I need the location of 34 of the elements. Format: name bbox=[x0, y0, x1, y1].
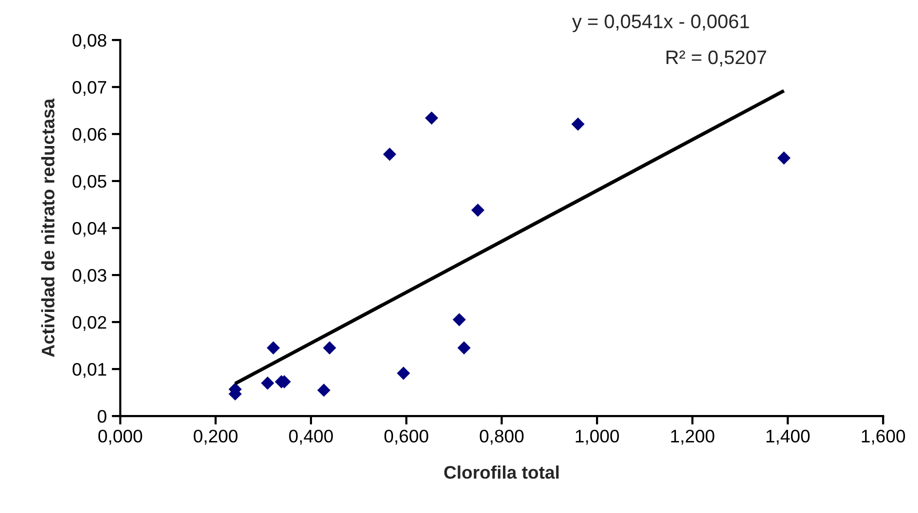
point bbox=[777, 151, 791, 165]
y-tick-label: 0,04 bbox=[72, 222, 107, 237]
y-tick-label: 0,05 bbox=[72, 174, 106, 190]
y-tick-label: 0,01 bbox=[72, 362, 106, 378]
y-tick-label: 0 bbox=[98, 410, 106, 423]
y-tick-label: 0,02 bbox=[72, 316, 106, 331]
x-axis-title: Clorofila total bbox=[444, 466, 559, 479]
x-tick-label: 0,200 bbox=[194, 430, 238, 445]
x-tick-label: 1,400 bbox=[766, 430, 810, 445]
y-tick-label: 0,06 bbox=[72, 128, 106, 143]
point bbox=[471, 204, 484, 217]
point bbox=[457, 341, 471, 354]
point bbox=[425, 111, 438, 125]
text: y = 0,0541x - 0,0061 bbox=[572, 14, 749, 32]
x-tick-label: 0,000 bbox=[98, 430, 142, 445]
y-tick-label: 0,03 bbox=[72, 268, 106, 284]
x-tick-label: 1,600 bbox=[862, 430, 906, 445]
point bbox=[266, 341, 280, 354]
x-tick-label: 1,200 bbox=[671, 430, 714, 445]
point bbox=[452, 313, 466, 326]
y-tick-label: 0,08 bbox=[72, 34, 106, 49]
point bbox=[322, 341, 336, 354]
point bbox=[383, 148, 396, 161]
point bbox=[260, 376, 274, 390]
x-tick-label: 0,600 bbox=[384, 430, 428, 445]
x-tick-label: 0,800 bbox=[480, 430, 524, 445]
point bbox=[571, 118, 585, 131]
y-tick-label: 0,07 bbox=[72, 80, 106, 96]
point bbox=[396, 366, 410, 380]
x-tick-label: 0,400 bbox=[289, 430, 333, 445]
y-axis-title: Actividad de nitrato reductasa bbox=[41, 98, 54, 357]
annotation: R² = 0,5207 bbox=[666, 50, 766, 67]
x-tick-label: 1,000 bbox=[576, 430, 619, 445]
point bbox=[317, 384, 330, 397]
